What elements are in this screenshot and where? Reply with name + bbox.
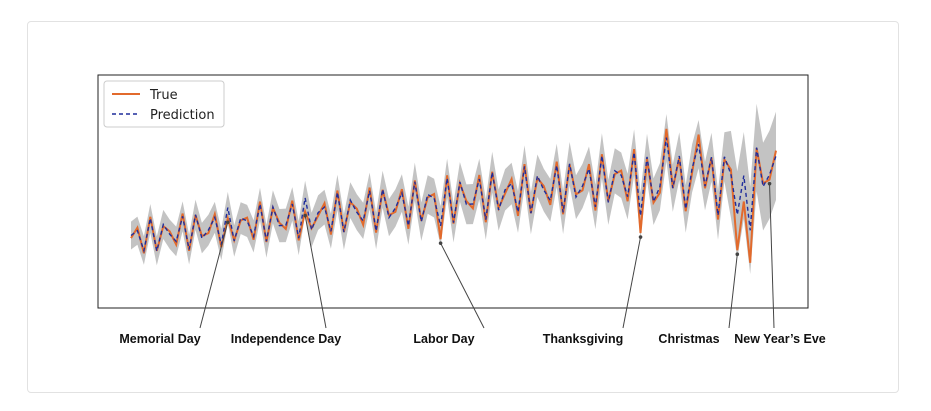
annotation-arrow	[728, 254, 738, 329]
annotation-label: Independence Day	[231, 332, 341, 346]
annotation-arrow	[199, 222, 229, 329]
legend-label-prediction: Prediction	[150, 108, 215, 123]
annotation-label: New Year’s Eve	[734, 332, 826, 346]
annotation-arrow	[304, 215, 327, 329]
legend-label-true: True	[149, 88, 178, 103]
annotation-label: Thanksgiving	[543, 332, 624, 346]
annotation-arrow	[622, 236, 642, 329]
series-line-prediction	[130, 137, 777, 254]
annotation-label: Christmas	[658, 332, 719, 346]
annotation-arrowhead	[638, 235, 643, 239]
legend-box	[103, 80, 225, 128]
uncertainty-band	[131, 103, 776, 274]
uncertainty-band-layer	[131, 103, 776, 274]
series-layer	[130, 128, 777, 263]
annotation-arrowhead	[767, 181, 772, 186]
annotation-arrowhead	[438, 241, 443, 245]
annotation-layer: Memorial Day Independence Day Labor Day Tha…	[119, 181, 826, 346]
annotation-arrowhead	[303, 213, 307, 218]
annotation-arrowhead	[735, 252, 740, 256]
annotation-arrowhead	[225, 220, 230, 225]
annotation-label: Memorial Day	[119, 332, 200, 346]
annotation-arrow	[440, 242, 485, 329]
annotation-label: Labor Day	[413, 332, 474, 346]
legend: True Prediction	[103, 80, 225, 128]
annotation-arrow	[769, 183, 775, 329]
